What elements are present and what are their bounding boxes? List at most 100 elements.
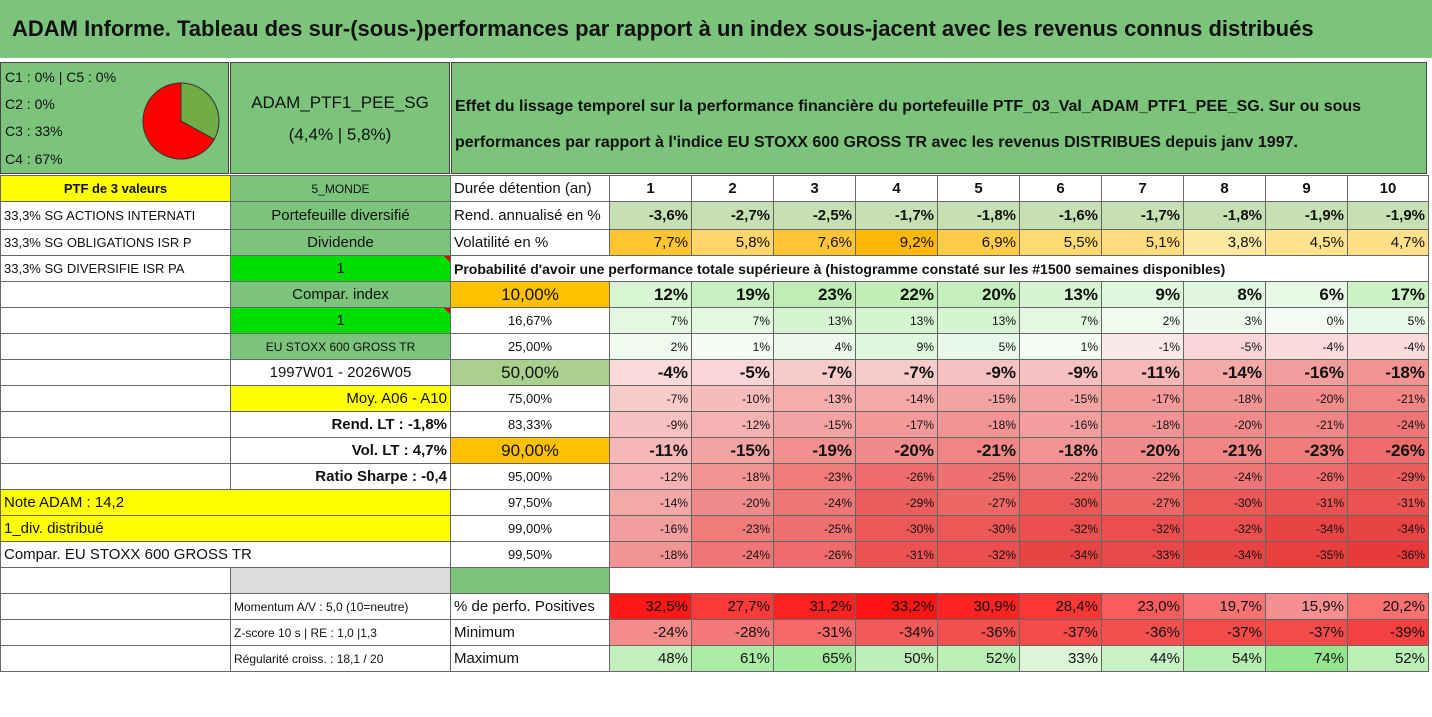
proba-value: -25% — [937, 463, 1020, 490]
rend-value: -3,6% — [609, 201, 692, 230]
proba-value: -24% — [691, 541, 774, 568]
class-breakdown-panel: C1 : 0% | C5 : 0% C2 : 0% C3 : 33% C4 : … — [0, 62, 229, 174]
probability-level: 99,50% — [450, 541, 610, 568]
performance-table: PTF de 3 valeurs 5_MONDE Durée détention… — [0, 175, 1429, 672]
proba-value: -32% — [937, 541, 1020, 568]
year-header: 8 — [1183, 175, 1266, 202]
empty-cell — [450, 567, 610, 594]
proba-value: 2% — [1101, 307, 1184, 334]
table-row: Ratio Sharpe : -0,4 95,00% -12% -18% -23% -26… — [0, 463, 1429, 490]
description-panel: Effet du lissage temporel sur la perform… — [451, 62, 1427, 174]
table-row: EU STOXX 600 GROSS TR 25,00% 2% 1% 4% 9% 5% 1% -… — [0, 333, 1429, 360]
empty-cell — [0, 385, 231, 412]
proba-value: -15% — [691, 437, 774, 464]
proba-value: 13% — [855, 307, 938, 334]
input-cell-one[interactable]: 1 — [230, 255, 451, 282]
proba-value: -12% — [609, 463, 692, 490]
proba-value: 7% — [609, 307, 692, 334]
table-row: Régularité croiss. : 18,1 / 20 Maximum 48%… — [0, 645, 1429, 672]
proba-value: 13% — [1019, 281, 1102, 308]
compar-index-label: Compar. index — [230, 281, 451, 308]
summary-label: Note ADAM : 14,2 — [0, 489, 451, 516]
sharpe-ratio: Ratio Sharpe : -0,4 — [230, 463, 451, 490]
minimum-value: -24% — [609, 619, 692, 646]
proba-value: -16% — [1019, 411, 1102, 438]
header-label: Durée détention (an) — [450, 175, 610, 202]
proba-value: -35% — [1265, 541, 1348, 568]
year-header: 7 — [1101, 175, 1184, 202]
proba-value: -24% — [773, 489, 856, 516]
proba-value: -18% — [937, 411, 1020, 438]
proba-value: -22% — [1101, 463, 1184, 490]
proba-value: -24% — [1347, 411, 1429, 438]
proba-value: -5% — [691, 359, 774, 386]
proba-value: -9% — [609, 411, 692, 438]
proba-value: -34% — [1019, 541, 1102, 568]
holding-1: 33,3% SG ACTIONS INTERNATI — [0, 201, 231, 230]
proba-value: -23% — [691, 515, 774, 542]
input-cell-one-b[interactable]: 1 — [230, 307, 451, 334]
probability-level: 97,50% — [450, 489, 610, 516]
proba-value: 4% — [773, 333, 856, 360]
probability-level: 83,33% — [450, 411, 610, 438]
report-title-bar: ADAM Informe. Tableau des sur-(sous-)per… — [0, 0, 1432, 60]
minimum-value: -37% — [1265, 619, 1348, 646]
proba-value: -12% — [691, 411, 774, 438]
proba-value: -36% — [1347, 541, 1429, 568]
proba-value: -31% — [855, 541, 938, 568]
proba-value: -18% — [609, 541, 692, 568]
proba-value: 2% — [609, 333, 692, 360]
vol-label: Volatilité en % — [450, 229, 610, 256]
vol-value: 3,8% — [1183, 229, 1266, 256]
positives-value: 32,5% — [609, 593, 692, 620]
year-header: 2 — [691, 175, 774, 202]
minimum-label: Minimum — [450, 619, 610, 646]
proba-value: -23% — [1265, 437, 1348, 464]
proba-value: -30% — [855, 515, 938, 542]
holding-3: 33,3% SG DIVERSIFIE ISR PA — [0, 255, 231, 282]
proba-value: -14% — [855, 385, 938, 412]
summary-label: 1_div. distribué — [0, 515, 451, 542]
year-header: 1 — [609, 175, 692, 202]
proba-value: -13% — [773, 385, 856, 412]
minimum-value: -28% — [691, 619, 774, 646]
minimum-value: -34% — [855, 619, 938, 646]
maximum-value: 74% — [1265, 645, 1348, 672]
proba-value: -20% — [1265, 385, 1348, 412]
class-line: C3 : 33% — [5, 123, 63, 139]
class-line: C1 : 0% | C5 : 0% — [5, 69, 117, 85]
period-range: 1997W01 - 2026W05 — [230, 359, 451, 386]
rend-value: -2,5% — [773, 201, 856, 230]
proba-value: -26% — [1265, 463, 1348, 490]
maximum-value: 52% — [937, 645, 1020, 672]
table-row: Vol. LT : 4,7% 90,00% -11% -15% -19% -20% -21%… — [0, 437, 1429, 464]
proba-value: 0% — [1265, 307, 1348, 334]
proba-value: -21% — [1347, 385, 1429, 412]
proba-value: -1% — [1101, 333, 1184, 360]
empty-cell — [230, 567, 451, 594]
proba-value: 5% — [937, 333, 1020, 360]
portfolio-type: Portefeuille diversifié — [230, 201, 451, 230]
proba-value: 17% — [1347, 281, 1429, 308]
probability-level: 25,00% — [450, 333, 610, 360]
maximum-value: 61% — [691, 645, 774, 672]
region-cell: 5_MONDE — [230, 175, 451, 202]
table-row: 1997W01 - 2026W05 50,00% -4% -5% -7% -7% -9% -9… — [0, 359, 1429, 386]
minimum-value: -36% — [1101, 619, 1184, 646]
minimum-value: -37% — [1183, 619, 1266, 646]
proba-value: -32% — [1101, 515, 1184, 542]
proba-value: -20% — [855, 437, 938, 464]
proba-value: -29% — [855, 489, 938, 516]
proba-value: -23% — [773, 463, 856, 490]
empty-cell — [0, 281, 231, 308]
proba-value: -7% — [855, 359, 938, 386]
table-row: Z-score 10 s | RE : 1,0 |1,3 Minimum -24% -… — [0, 619, 1429, 646]
empty-cell — [0, 333, 231, 360]
table-row: 1 16,67% 7% 7% 13% 13% 13% 7% 2% 3% 0% 5% — [0, 307, 1429, 334]
probability-level: 90,00% — [450, 437, 610, 464]
empty-cell — [610, 568, 1429, 594]
proba-value: -17% — [1101, 385, 1184, 412]
empty-cell — [0, 307, 231, 334]
proba-value: -26% — [1347, 437, 1429, 464]
proba-value: -18% — [1347, 359, 1429, 386]
